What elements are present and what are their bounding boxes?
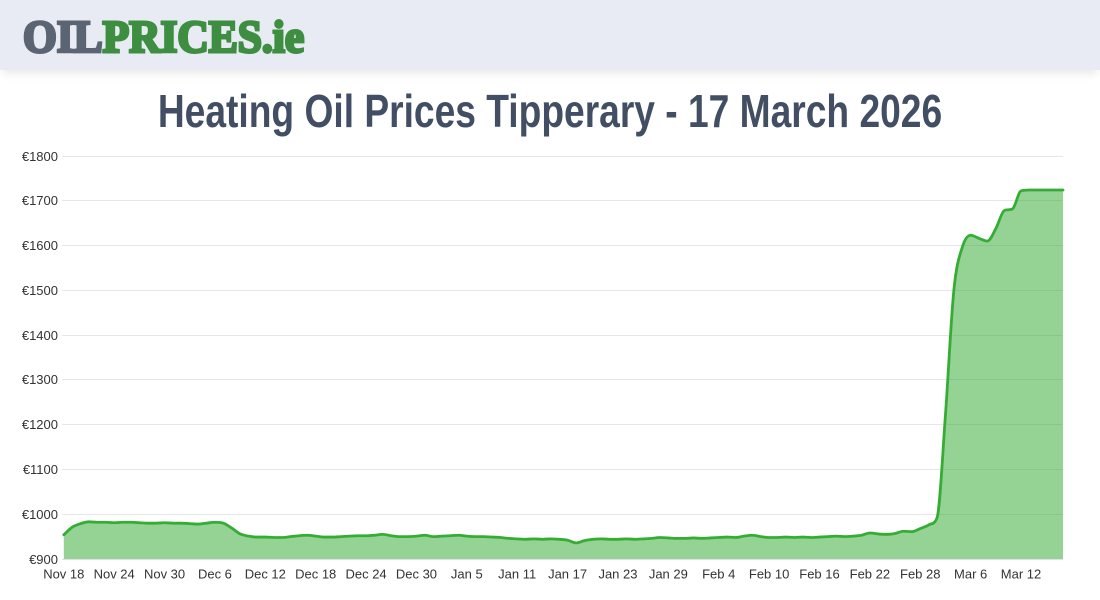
- svg-text:Jan 17: Jan 17: [548, 567, 587, 582]
- svg-text:Dec 24: Dec 24: [345, 567, 386, 582]
- svg-text:€1100: €1100: [23, 462, 58, 477]
- svg-text:Jan 29: Jan 29: [649, 567, 688, 582]
- svg-text:Nov 18: Nov 18: [43, 567, 84, 582]
- svg-text:€1000: €1000: [22, 507, 58, 522]
- svg-text:Mar 6: Mar 6: [954, 567, 987, 582]
- svg-text:€1500: €1500: [22, 283, 58, 298]
- svg-text:Feb 4: Feb 4: [702, 567, 735, 582]
- svg-text:Feb 22: Feb 22: [850, 567, 890, 582]
- svg-text:Dec 6: Dec 6: [198, 567, 232, 582]
- svg-text:Dec 12: Dec 12: [245, 567, 286, 582]
- svg-text:Nov 24: Nov 24: [94, 567, 135, 582]
- svg-text:€1800: €1800: [22, 149, 58, 164]
- svg-text:Dec 18: Dec 18: [295, 567, 336, 582]
- svg-text:€1700: €1700: [22, 193, 58, 208]
- svg-text:Mar 12: Mar 12: [1001, 567, 1041, 582]
- svg-text:Dec 30: Dec 30: [396, 567, 437, 582]
- svg-text:Nov 30: Nov 30: [144, 567, 185, 582]
- svg-text:Feb 28: Feb 28: [900, 567, 940, 582]
- svg-text:Jan 23: Jan 23: [598, 567, 637, 582]
- svg-text:Jan 5: Jan 5: [451, 567, 483, 582]
- svg-text:€900: €900: [29, 552, 58, 567]
- svg-text:€1200: €1200: [22, 417, 58, 432]
- svg-text:€1600: €1600: [22, 238, 58, 253]
- svg-text:€1400: €1400: [22, 328, 58, 343]
- svg-text:Jan 11: Jan 11: [498, 567, 536, 582]
- svg-text:Feb 16: Feb 16: [799, 567, 839, 582]
- svg-text:Feb 10: Feb 10: [749, 567, 789, 582]
- svg-text:€1300: €1300: [22, 372, 58, 387]
